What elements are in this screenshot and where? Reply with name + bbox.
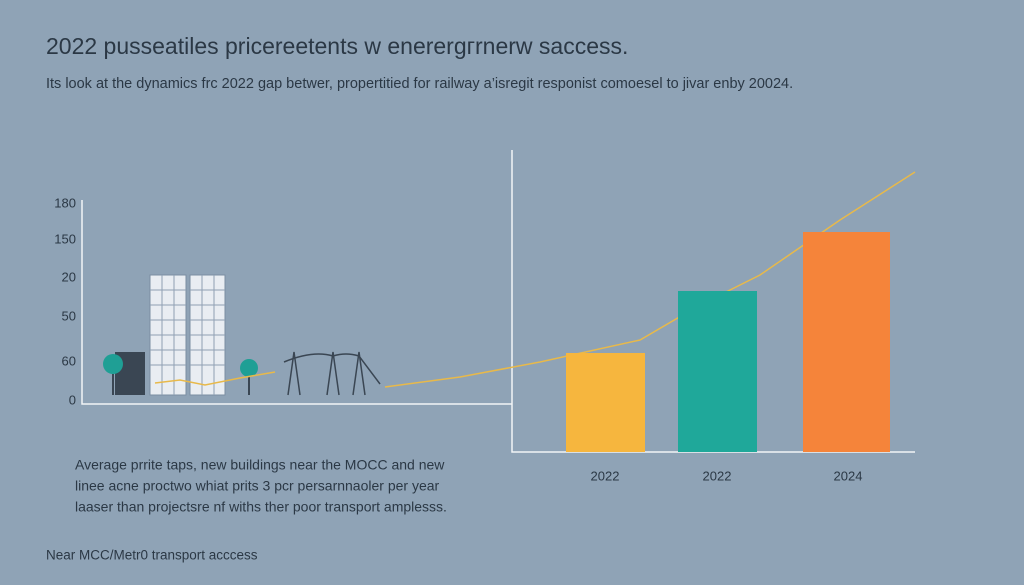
windows [150,275,225,395]
tree [103,354,123,374]
footer: Near MCC/Metr0 transport acccess [46,548,258,563]
note-line: Average prrite taps, new buildings near … [75,457,445,473]
axis-label: 60 [62,353,76,368]
axis-label: 0 [69,392,76,407]
axis-label: 20 [62,269,76,284]
note-line: linee acne proctwo whiat prits 3 pcr per… [75,478,440,494]
axis-label: 50 [62,308,76,323]
bar-label: 2024 [834,468,863,483]
bar [566,353,645,452]
city-illustration [103,274,381,396]
note-line: laaser than projectsre nf withs ther poo… [75,499,447,515]
bar [678,291,757,452]
right-axis [511,150,915,453]
left-axis [81,200,512,405]
title: 2022 pusseatiles pricereetents w enererg… [46,33,628,59]
trend-line [154,371,276,386]
bar-label: 2022 [703,468,732,483]
axis-label: 180 [54,195,76,210]
bar-label: 2022 [591,468,620,483]
axis-label: 150 [54,231,76,246]
subtitle: Its look at the dynamics frс 2022 gap be… [46,76,793,92]
left-axis-labels: 180 150 20 50 60 0 [54,195,76,407]
pylons [283,351,381,396]
tree [240,359,258,377]
trend-line [384,171,916,388]
bar [803,232,890,452]
